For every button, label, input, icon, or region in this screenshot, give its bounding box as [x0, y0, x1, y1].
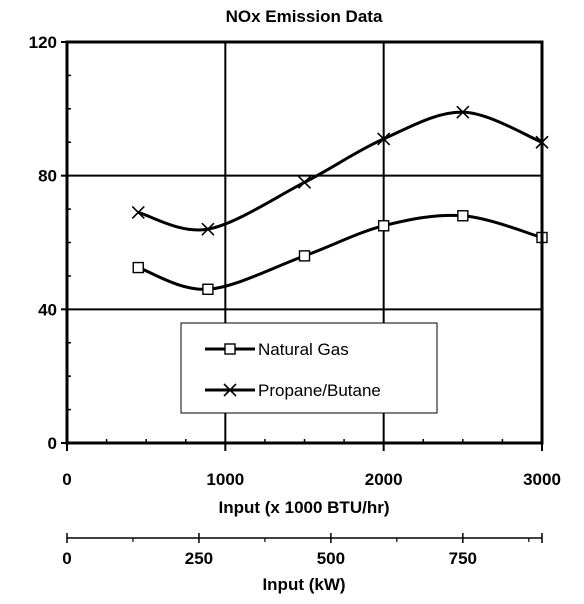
series-natural-gas — [132, 210, 548, 295]
secondary-x-axis: 0 250 500 750 — [62, 533, 543, 568]
y-tick-label: 80 — [38, 167, 57, 186]
y-tick-label: 0 — [48, 434, 57, 453]
series-line — [137, 213, 543, 291]
data-series — [131, 105, 549, 295]
secondary-x-axis-label: Input (kW) — [262, 575, 345, 594]
data-point-square — [298, 250, 311, 262]
data-point-x — [131, 205, 145, 219]
legend: Natural Gas Propane/Butane — [180, 322, 438, 414]
secondary-tick-label: 500 — [317, 549, 345, 568]
data-point-square — [457, 210, 469, 222]
data-point-square — [377, 220, 390, 232]
legend-label-propane-butane: Propane/Butane — [258, 381, 381, 400]
x-tick-label: 3000 — [523, 470, 561, 489]
data-point-x — [297, 175, 312, 189]
legend-box — [180, 322, 438, 414]
secondary-tick-label: 0 — [62, 549, 71, 568]
x-tick-label: 0 — [62, 470, 71, 489]
legend-marker-x-b — [223, 383, 237, 397]
legend-entry-propane-butane: Propane/Butane — [205, 381, 381, 400]
data-point-x — [456, 105, 470, 119]
secondary-tick-label: 250 — [185, 549, 213, 568]
x-tick-label: 1000 — [206, 470, 244, 489]
legend-entry-natural-gas: Natural Gas — [205, 340, 349, 359]
legend-marker-square — [224, 343, 236, 355]
series-propane-butane — [131, 105, 549, 236]
y-tick-label: 40 — [38, 300, 57, 319]
y-tick-label: 120 — [29, 33, 57, 52]
data-point-x — [377, 132, 391, 146]
x-axis-label: Input (x 1000 BTU/hr) — [219, 498, 390, 517]
legend-label-natural-gas: Natural Gas — [258, 340, 349, 359]
data-point-square — [202, 283, 214, 295]
chart-title: NOx Emission Data — [226, 7, 383, 26]
data-point-x — [201, 222, 215, 236]
axes — [61, 40, 544, 451]
secondary-tick-label: 750 — [449, 549, 477, 568]
series-line — [137, 110, 543, 232]
x-tick-label: 2000 — [365, 470, 403, 489]
x-tick-labels: 0 1000 2000 3000 — [62, 470, 561, 489]
data-point-square — [132, 261, 144, 274]
y-tick-labels: 0 40 80 120 — [29, 33, 57, 453]
plot-frame — [65, 40, 544, 445]
